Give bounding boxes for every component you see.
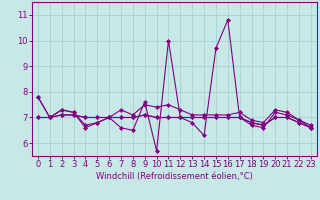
X-axis label: Windchill (Refroidissement éolien,°C): Windchill (Refroidissement éolien,°C) [96,172,253,181]
